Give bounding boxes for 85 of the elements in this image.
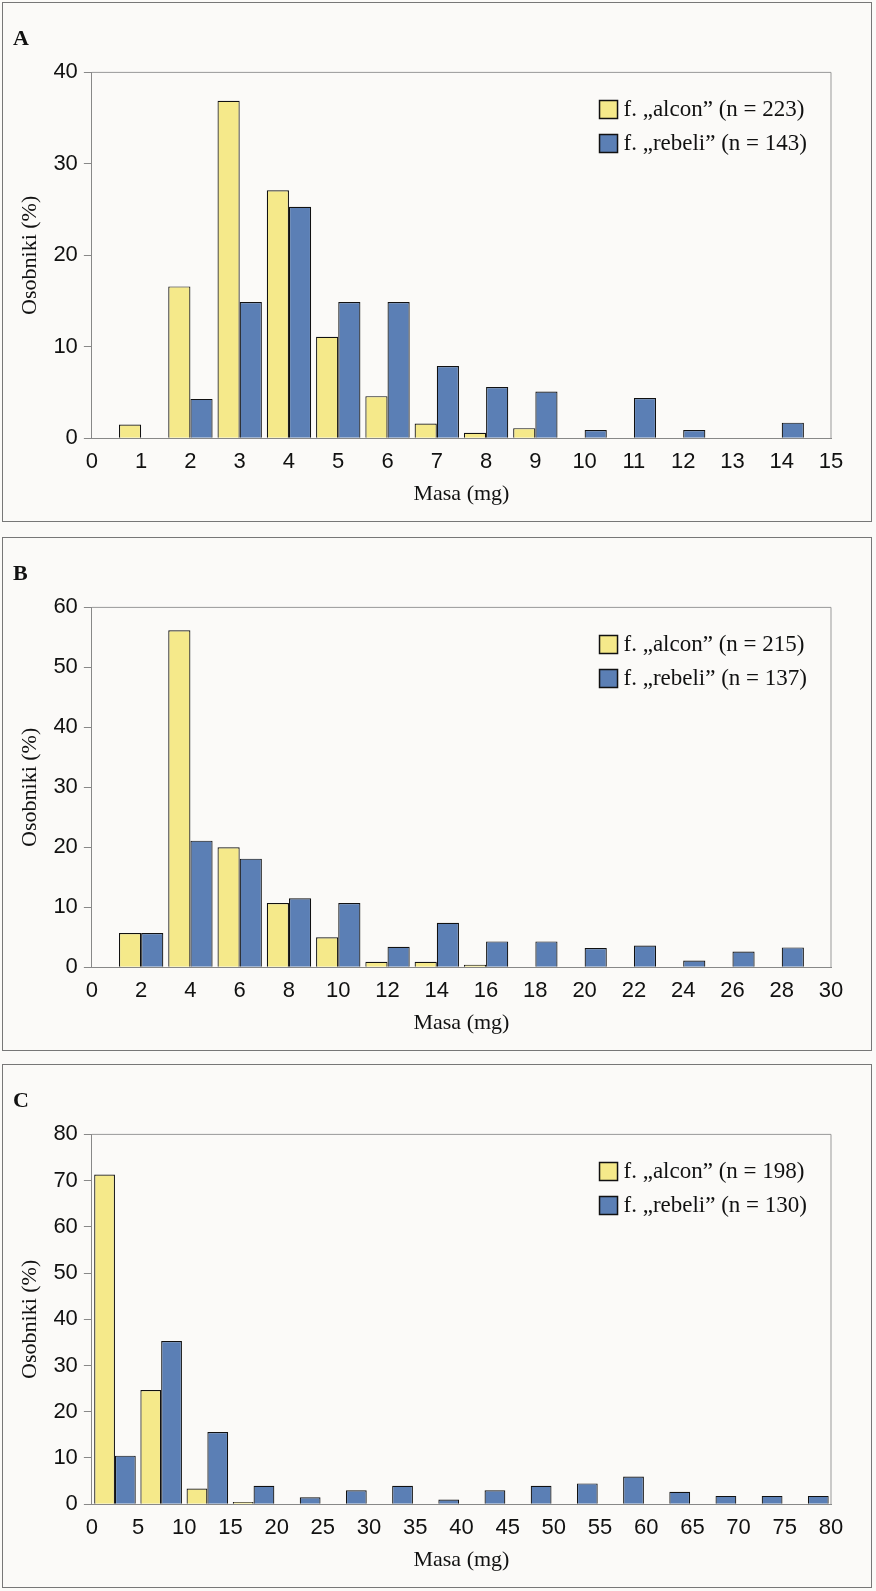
- x-tick-label: 1: [135, 448, 148, 474]
- x-tick-label: 30: [356, 1514, 382, 1540]
- x-tick-label: 2: [135, 977, 148, 1003]
- x-tick-label: 22: [621, 977, 647, 1003]
- x-tick-label: 9: [529, 448, 542, 474]
- legend-label: f. „rebeli” (n = 143): [623, 130, 808, 156]
- y-tick-label: 40: [53, 1305, 78, 1331]
- x-tick-label: 8: [282, 977, 296, 1003]
- x-tick-label: 6: [233, 977, 246, 1003]
- legend-label: f. „alcon” (n = 223): [623, 96, 805, 122]
- x-tick-label: 25: [310, 1514, 336, 1540]
- x-tick-label: 12: [375, 977, 400, 1003]
- y-tick-label: 10: [53, 893, 78, 919]
- x-tick-label: 45: [495, 1514, 520, 1540]
- y-tick-label: 50: [53, 653, 78, 679]
- y-tick-label: 0: [65, 1490, 78, 1516]
- y-tick-label: 80: [53, 1120, 78, 1146]
- x-tick-label: 60: [633, 1514, 659, 1540]
- x-tick-label: 20: [264, 1514, 289, 1540]
- y-tick-label: 60: [53, 593, 78, 619]
- x-tick-label: 16: [473, 977, 499, 1003]
- y-tick-label: 10: [53, 1444, 78, 1470]
- chart-title: A: [13, 24, 29, 50]
- x-tick-label: 40: [449, 1514, 474, 1540]
- y-tick-label: 0: [65, 424, 78, 450]
- x-tick-label: 14: [769, 448, 794, 474]
- y-tick-label: 20: [53, 241, 78, 267]
- x-tick-label: 15: [218, 1514, 243, 1540]
- y-tick-label: 0: [65, 953, 78, 979]
- x-tick-label: 18: [523, 977, 548, 1003]
- legend-label: f. „alcon” (n = 215): [623, 631, 805, 657]
- x-tick-label: 10: [572, 448, 597, 474]
- y-tick-label: 30: [53, 1351, 78, 1377]
- x-tick-label: 4: [184, 977, 197, 1003]
- x-tick-label: 80: [818, 1514, 844, 1540]
- x-axis-title: Masa (mg): [413, 1008, 510, 1034]
- y-tick-label: 60: [53, 1212, 78, 1238]
- y-tick-label: 50: [53, 1259, 78, 1285]
- x-tick-label: 6: [381, 448, 394, 474]
- x-tick-label: 20: [572, 977, 597, 1003]
- x-axis-title: Masa (mg): [413, 1545, 510, 1571]
- x-tick-label: 0: [85, 1514, 98, 1540]
- x-tick-label: 30: [818, 977, 844, 1003]
- x-tick-label: 28: [769, 977, 794, 1003]
- x-tick-label: 5: [131, 1514, 145, 1540]
- y-tick-label: 30: [53, 149, 78, 175]
- x-tick-label: 5: [332, 448, 345, 474]
- x-tick-label: 4: [282, 448, 296, 474]
- x-axis-title: Masa (mg): [413, 479, 510, 505]
- x-tick-label: 65: [680, 1514, 705, 1540]
- y-tick-label: 30: [53, 773, 78, 799]
- x-tick-label: 10: [172, 1514, 197, 1540]
- x-tick-label: 15: [818, 448, 844, 474]
- x-tick-label: 3: [233, 448, 246, 474]
- legend-label: f. „rebeli” (n = 137): [623, 665, 808, 691]
- x-tick-label: 55: [587, 1514, 613, 1540]
- chart-title: B: [13, 559, 28, 585]
- y-tick-label: 20: [53, 833, 78, 859]
- y-tick-label: 10: [53, 332, 78, 358]
- x-tick-label: 12: [670, 448, 696, 474]
- x-tick-label: 2: [184, 448, 197, 474]
- y-tick-label: 40: [53, 713, 78, 739]
- y-axis-title: Osobniki (%): [15, 195, 41, 315]
- x-tick-label: 70: [726, 1514, 751, 1540]
- x-tick-label: 50: [541, 1514, 567, 1540]
- y-tick-label: 20: [53, 1397, 78, 1423]
- x-tick-label: 13: [720, 448, 745, 474]
- x-tick-label: 8: [479, 448, 493, 474]
- x-tick-label: 26: [720, 977, 745, 1003]
- x-tick-label: 0: [85, 448, 98, 474]
- chart-title: C: [13, 1086, 29, 1112]
- x-tick-label: 35: [403, 1514, 428, 1540]
- legend-label: f. „rebeli” (n = 130): [623, 1192, 808, 1218]
- y-axis-title: Osobniki (%): [15, 727, 41, 847]
- x-tick-label: 75: [772, 1514, 798, 1540]
- y-tick-label: 40: [53, 58, 78, 84]
- y-tick-label: 70: [53, 1166, 78, 1192]
- y-axis-title: Osobniki (%): [15, 1259, 41, 1379]
- legend-label: f. „alcon” (n = 198): [623, 1158, 805, 1184]
- x-tick-label: 0: [85, 977, 98, 1003]
- x-tick-label: 14: [424, 977, 450, 1003]
- x-tick-label: 10: [326, 977, 351, 1003]
- x-tick-label: 24: [670, 977, 696, 1003]
- x-tick-label: 7: [430, 448, 443, 474]
- x-tick-label: 11: [622, 448, 646, 474]
